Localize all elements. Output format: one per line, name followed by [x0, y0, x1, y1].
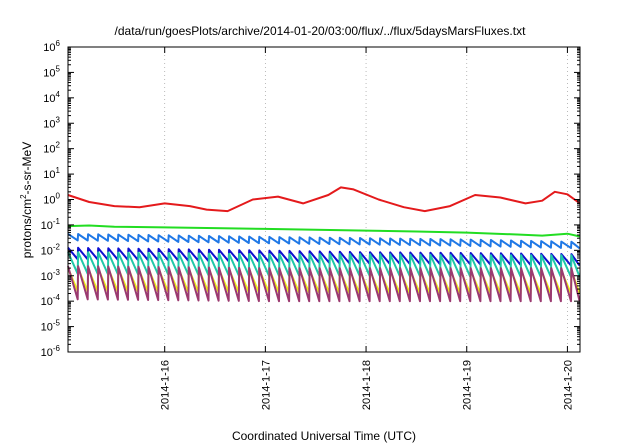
x-tick-label: 2014-1-17	[260, 360, 272, 410]
y-tick-label: 105	[43, 64, 60, 79]
x-axis: 2014-1-16 2014-1-17 2014-1-18 2014-1-19 2014…	[160, 47, 574, 410]
y-axis-label-sup: 2	[19, 194, 28, 199]
y-tick-label: 101	[43, 166, 60, 181]
x-tick-label: 2014-1-20	[562, 360, 574, 410]
series-group	[67, 186, 581, 303]
y-tick-label: 104	[43, 90, 60, 105]
x-axis-label: Coordinated Universal Time (UTC)	[232, 429, 416, 443]
series-line-4	[67, 251, 581, 278]
x-tick-label: 2014-1-16	[160, 360, 172, 410]
y-tick-label: 103	[43, 115, 60, 130]
plot-frame	[67, 46, 581, 353]
series-line-0	[67, 186, 581, 213]
y-tick-label: 102	[43, 141, 60, 156]
series-line-6	[67, 265, 581, 303]
y-tick-label: 10-3	[41, 268, 61, 283]
x-tick-label: 2014-1-18	[361, 360, 373, 410]
y-tick-label: 10-6	[41, 344, 61, 359]
y-tick-label: 10-1	[41, 217, 61, 232]
y-tick-label: 10-4	[41, 293, 61, 308]
y-tick-label: 10-5	[41, 319, 61, 334]
x-tick-label: 2014-1-19	[462, 360, 474, 410]
y-tick-label: 106	[43, 39, 60, 54]
chart-title: /data/run/goesPlots/archive/2014-01-20/0…	[115, 24, 527, 38]
y-axis: 10-6 10-5 10-4 10-3 10-2 10-1 100 101 102 103 104 1…	[41, 39, 580, 359]
y-axis-label-main: protons/cm	[20, 199, 34, 258]
y-tick-label: 10-2	[41, 242, 61, 257]
y-axis-label: protons/cm2-s-sr-MeV	[19, 142, 34, 258]
y-tick-label: 100	[43, 192, 60, 207]
series-line-3	[67, 246, 581, 267]
series-line-2	[67, 233, 581, 250]
y-axis-label-rest: -s-sr-MeV	[20, 142, 34, 195]
series-line-1	[67, 224, 581, 238]
